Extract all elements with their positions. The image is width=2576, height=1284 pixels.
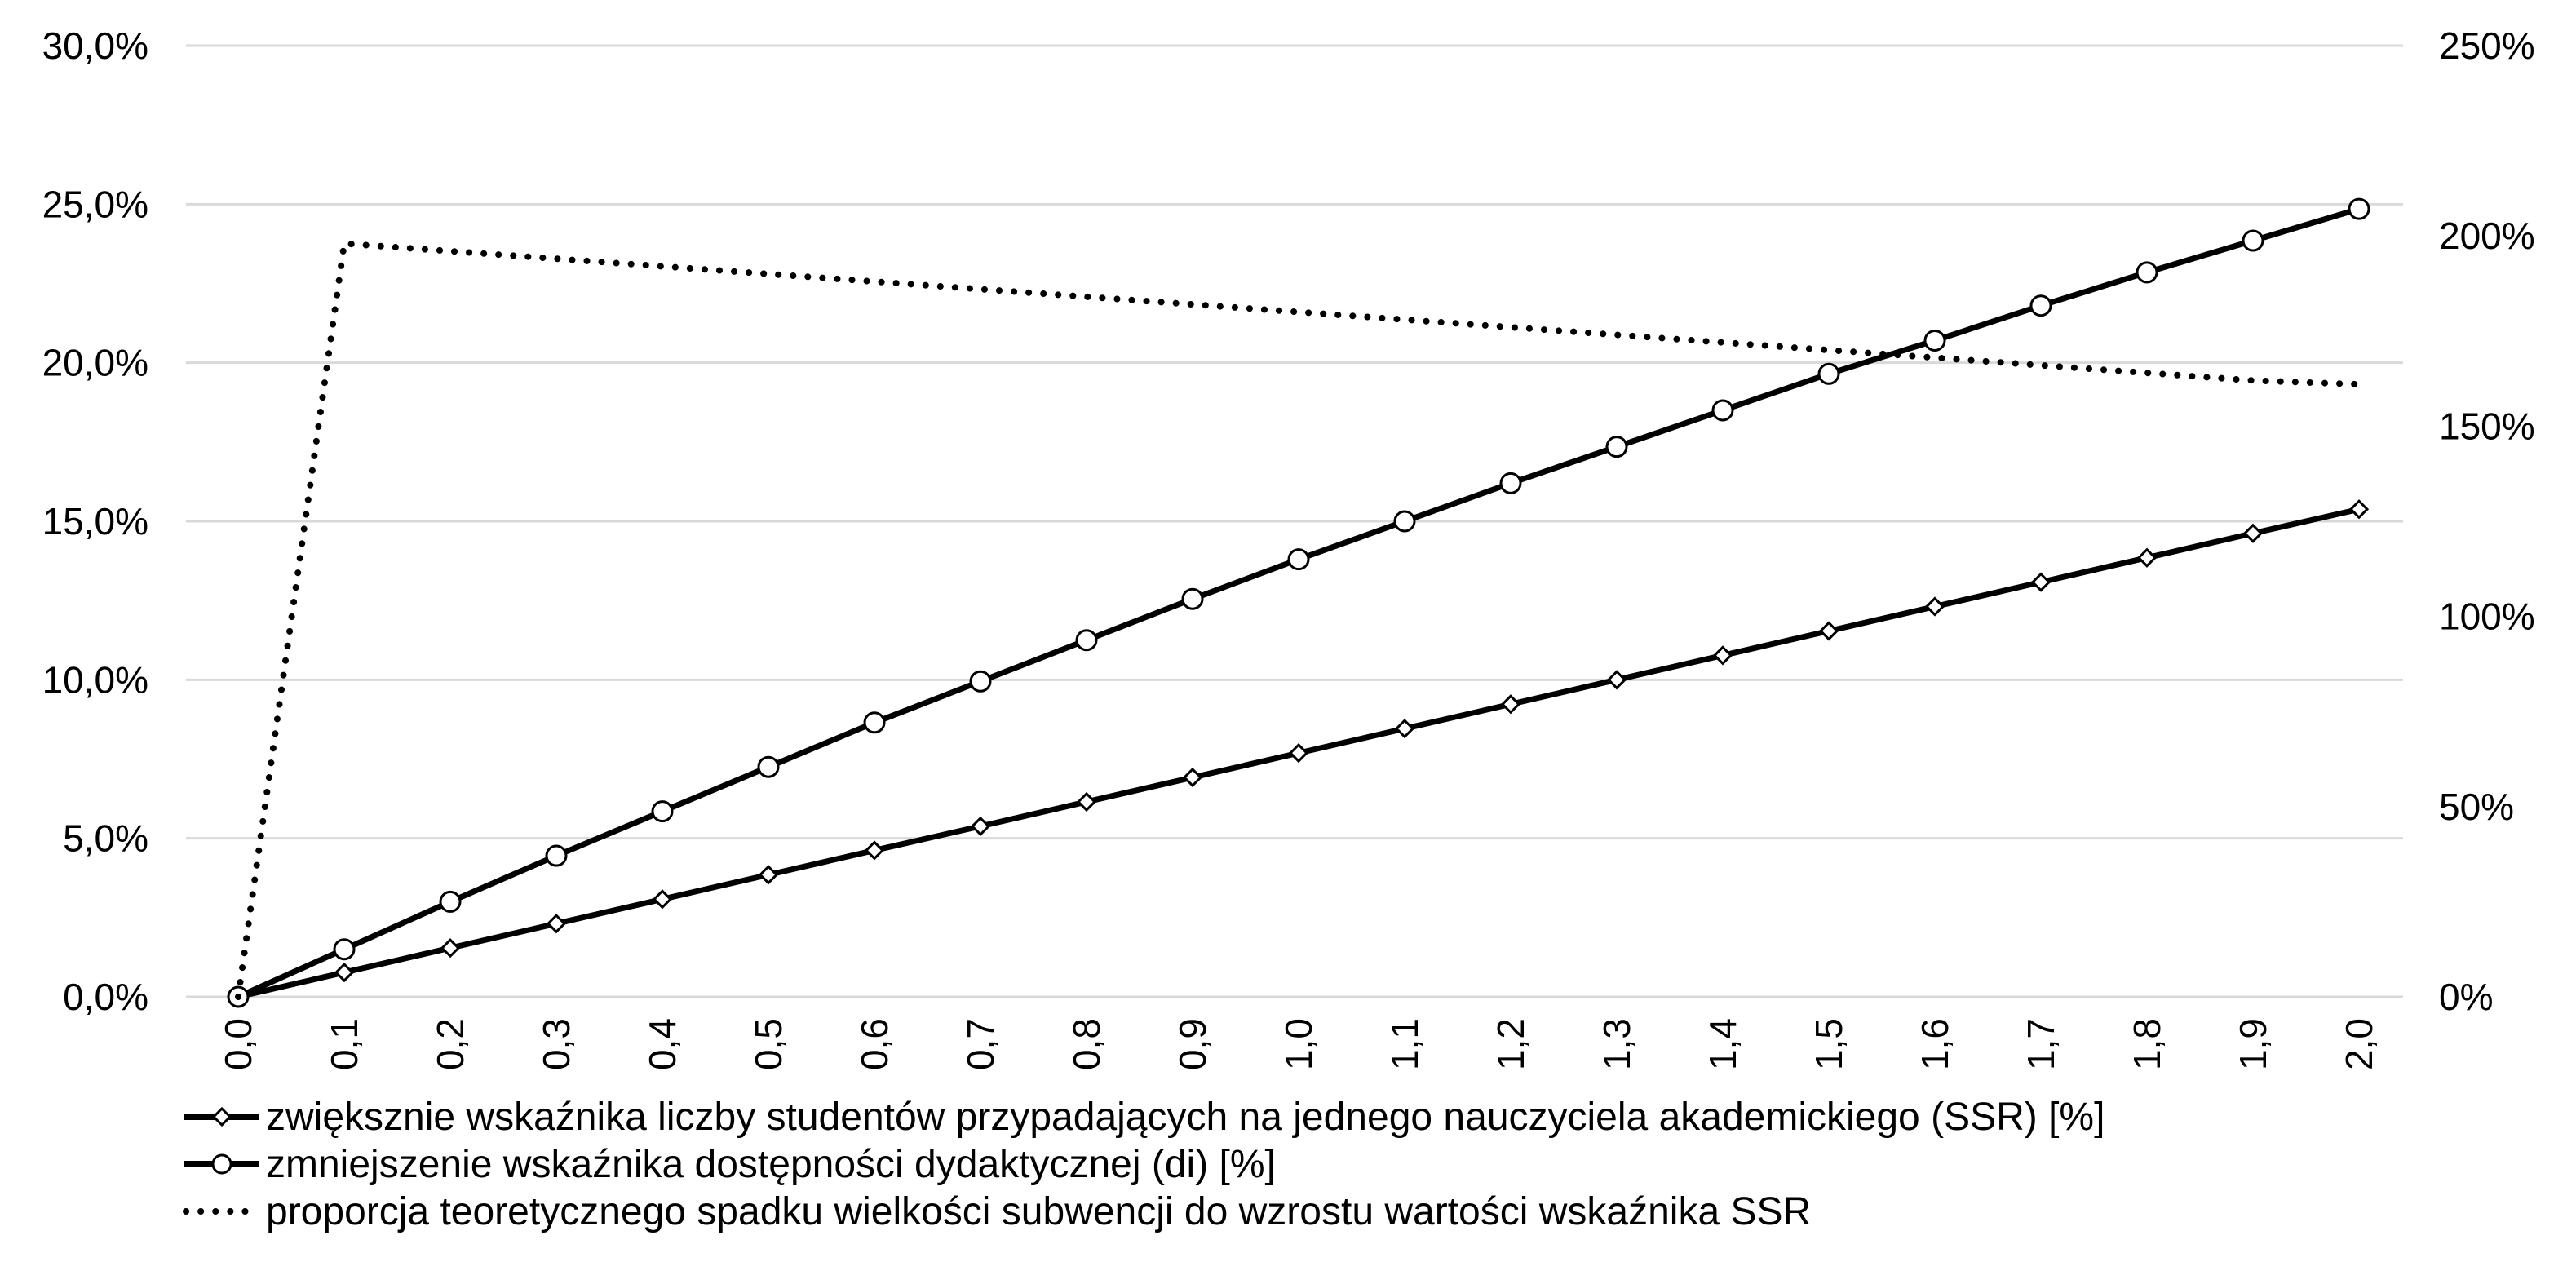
data-point-diamond — [2136, 547, 2158, 568]
data-point-diamond — [1500, 694, 1521, 715]
x-axis-tick-label: 1,8 — [2126, 1018, 2168, 1070]
x-axis-tick-label: 1,6 — [1914, 1018, 1956, 1070]
data-point-diamond — [864, 840, 885, 861]
data-point-circle — [1711, 399, 1734, 422]
right-axis-tick-label: 250% — [2439, 24, 2535, 67]
x-axis-tick-label: 0,7 — [959, 1018, 1002, 1070]
left-axis-tick-label: 0,0% — [63, 976, 148, 1018]
series-line — [237, 206, 2361, 1000]
data-point-diamond — [440, 938, 461, 959]
data-point-circle — [1605, 436, 1628, 458]
x-axis-tick-label: 0,5 — [747, 1018, 790, 1070]
left-axis-tick-label: 30,0% — [42, 24, 148, 67]
right-axis-tick-labels: 0% 50% 100% 150% 200% 250% — [2439, 24, 2535, 1018]
x-axis-tick-label: 1,3 — [1596, 1018, 1638, 1070]
x-axis-tick-label: 1,1 — [1383, 1018, 1426, 1070]
series-2 — [227, 197, 2370, 1008]
data-point-circle — [1181, 587, 1204, 610]
chart-area: 0,0% 5,0% 10,0% 15,0% 20,0% 25,0% 30,0% 0% 50% 1… — [42, 24, 2535, 1070]
x-axis-tick-label: 0,0 — [217, 1018, 259, 1070]
x-axis-tick-label: 2,0 — [2338, 1018, 2380, 1070]
left-axis-tick-label: 20,0% — [42, 342, 148, 384]
x-axis-tick-label: 1,7 — [2020, 1018, 2062, 1070]
data-point-diamond — [546, 914, 567, 934]
data-point-diamond — [2030, 572, 2052, 592]
x-axis-tick-label: 0,1 — [323, 1018, 365, 1070]
x-axis-tick-label: 1,2 — [1489, 1018, 1532, 1070]
x-axis-tick-label: 0,3 — [535, 1018, 578, 1070]
data-point-circle — [651, 800, 674, 823]
data-point-diamond — [1182, 767, 1203, 788]
series-line-dotted — [235, 240, 2362, 1000]
right-axis-tick-label: 50% — [2439, 786, 2514, 828]
legend-label-di: zmniejszenie wskaźnika dostępności dydak… — [266, 1142, 1276, 1186]
right-axis-tick-label: 0% — [2439, 976, 2493, 1018]
x-axis-tick-label: 1,0 — [1277, 1018, 1320, 1070]
data-point-circle — [1817, 362, 1840, 385]
gridlines — [186, 44, 2403, 998]
legend-item-subwencja: proporcja teoretycznego spadku wielkości… — [181, 1188, 2105, 1235]
data-point-circle — [439, 890, 462, 913]
data-point-circle — [1075, 629, 1098, 652]
legend: zwiększnie wskaźnika liczby studentów pr… — [181, 1093, 2105, 1235]
series-1 — [228, 499, 2370, 1007]
right-axis-tick-label: 100% — [2439, 596, 2535, 638]
data-point-diamond — [2348, 499, 2370, 520]
legend-swatch-dotted-line — [183, 1208, 263, 1215]
data-point-circle — [1393, 510, 1416, 533]
series-3 — [235, 240, 2362, 1000]
data-point-circle — [545, 844, 568, 867]
legend-swatch-circle-line — [184, 1153, 259, 1175]
data-point-diamond — [970, 816, 991, 837]
x-axis-tick-label: 0,2 — [429, 1018, 471, 1070]
legend-label-subwencja: proporcja teoretycznego spadku wielkości… — [266, 1189, 1812, 1233]
x-axis-tick-label: 1,9 — [2232, 1018, 2274, 1070]
legend-swatch-diamond-line — [184, 1106, 259, 1127]
data-point-circle — [1923, 329, 1946, 352]
data-point-diamond — [758, 865, 779, 885]
x-axis-tick-label: 0,8 — [1065, 1018, 1108, 1070]
left-axis-tick-label: 5,0% — [63, 817, 148, 860]
data-point-circle — [2348, 197, 2370, 220]
data-point-circle — [757, 755, 780, 778]
data-point-circle — [2136, 261, 2158, 284]
right-axis-tick-label: 150% — [2439, 405, 2535, 447]
x-axis-tick-label: 0,6 — [853, 1018, 896, 1070]
data-point-diamond — [1076, 791, 1097, 812]
data-point-diamond — [1924, 596, 1945, 617]
data-point-circle — [333, 938, 356, 961]
data-point-diamond — [1606, 670, 1627, 690]
data-point-diamond — [334, 962, 355, 983]
data-point-circle — [1287, 548, 1310, 571]
data-point-diamond — [652, 889, 673, 910]
left-axis-tick-labels: 0,0% 5,0% 10,0% 15,0% 20,0% 25,0% 30,0% — [42, 24, 148, 1018]
data-point-circle — [1499, 472, 1522, 494]
x-axis-tick-label: 0,9 — [1171, 1018, 1214, 1070]
left-axis-tick-label: 25,0% — [42, 183, 148, 225]
data-point-circle — [969, 670, 992, 693]
series-layer — [227, 197, 2370, 1008]
x-axis-tick-label: 0,4 — [641, 1018, 684, 1070]
data-point-diamond — [1288, 742, 1309, 764]
x-axis-tick-label: 1,5 — [1808, 1018, 1850, 1070]
legend-item-ssr: zwiększnie wskaźnika liczby studentów pr… — [181, 1093, 2105, 1140]
data-point-diamond — [1712, 645, 1733, 666]
legend-item-di: zmniejszenie wskaźnika dostępności dydak… — [181, 1140, 2105, 1188]
data-point-diamond — [2242, 523, 2264, 543]
data-point-circle — [2242, 229, 2264, 252]
data-point-circle — [863, 711, 886, 734]
right-axis-tick-label: 200% — [2439, 215, 2535, 257]
left-axis-tick-label: 10,0% — [42, 658, 148, 701]
x-axis-tick-label: 1,4 — [1702, 1018, 1744, 1070]
data-point-diamond — [1818, 621, 1839, 641]
x-axis-tick-labels: 0,0 0,1 0,2 0,3 0,4 0,5 0,6 0,7 0,8 0,9 1,0 1,1 1,2 1… — [217, 1018, 2380, 1070]
left-axis-tick-label: 15,0% — [42, 500, 148, 542]
data-point-diamond — [1394, 719, 1415, 739]
data-point-circle — [2029, 294, 2052, 317]
legend-label-ssr: zwiększnie wskaźnika liczby studentów pr… — [266, 1095, 2105, 1139]
